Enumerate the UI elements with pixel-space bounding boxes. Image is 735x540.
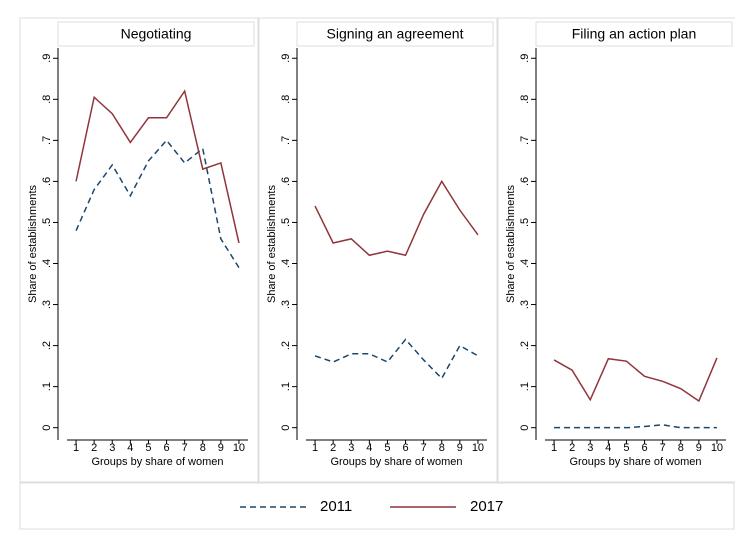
y-tick-label: .5 — [280, 218, 292, 227]
panel — [497, 17, 735, 483]
y-tick-label: .7 — [519, 136, 531, 145]
x-tick-label: 9 — [457, 442, 463, 454]
y-tick-label: 0 — [280, 425, 292, 431]
x-tick-label: 7 — [182, 442, 188, 454]
y-tick-label: .2 — [41, 341, 53, 350]
title-band — [57, 21, 255, 47]
x-tick-label: 2 — [91, 442, 97, 454]
x-tick-label: 4 — [127, 442, 133, 454]
y-tick-label: .7 — [41, 136, 53, 145]
x-tick-label: 3 — [587, 442, 593, 454]
panel — [19, 17, 259, 483]
panel-title: Signing an agreement — [327, 26, 464, 42]
y-tick-label: .4 — [280, 259, 292, 268]
series-line — [75, 139, 240, 269]
series-line — [314, 338, 479, 380]
x-axis-title: Groups by share of women — [569, 456, 701, 468]
x-tick-label: 1 — [551, 442, 557, 454]
y-axis-title: Share of establishments — [266, 184, 278, 303]
x-axis-title: Groups by share of women — [91, 456, 223, 468]
y-tick-label: .8 — [519, 95, 531, 104]
x-tick-label: 4 — [366, 442, 372, 454]
y-tick-label: .8 — [41, 95, 53, 104]
y-axis-title: Share of establishments — [505, 184, 517, 303]
x-tick-label: 9 — [696, 442, 702, 454]
x-tick-label: 7 — [660, 442, 666, 454]
title-band — [535, 21, 733, 47]
series-line — [553, 357, 718, 403]
panel-title: Negotiating — [121, 26, 192, 42]
x-tick-label: 6 — [163, 442, 169, 454]
y-tick-label: 0 — [41, 425, 53, 431]
title-band — [296, 21, 494, 47]
y-tick-label: .1 — [41, 382, 53, 391]
y-tick-label: .6 — [280, 177, 292, 186]
y-tick-label: .4 — [519, 259, 531, 268]
y-tick-label: .6 — [519, 177, 531, 186]
y-tick-label: .6 — [41, 177, 53, 186]
x-tick-label: 1 — [312, 442, 318, 454]
y-tick-label: .3 — [519, 300, 531, 309]
x-tick-label: 10 — [711, 442, 723, 454]
x-tick-label: 5 — [384, 442, 390, 454]
y-tick-label: .2 — [280, 341, 292, 350]
y-tick-label: .8 — [280, 95, 292, 104]
x-tick-label: 6 — [641, 442, 647, 454]
y-tick-label: 0 — [519, 425, 531, 431]
panel-title: Filing an action plan — [572, 26, 697, 42]
x-tick-label: 6 — [402, 442, 408, 454]
x-tick-label: 8 — [200, 442, 206, 454]
series-line — [314, 179, 479, 257]
x-tick-label: 10 — [233, 442, 245, 454]
x-tick-label: 2 — [330, 442, 336, 454]
legend-box — [19, 482, 735, 530]
x-tick-label: 5 — [145, 442, 151, 454]
y-tick-label: .9 — [280, 54, 292, 63]
y-tick-label: .9 — [519, 54, 531, 63]
x-tick-label: 8 — [678, 442, 684, 454]
y-tick-label: .3 — [41, 300, 53, 309]
x-tick-label: 3 — [348, 442, 354, 454]
x-tick-label: 2 — [569, 442, 575, 454]
y-tick-label: .7 — [280, 136, 292, 145]
y-tick-label: .9 — [41, 54, 53, 63]
x-tick-label: 4 — [605, 442, 611, 454]
x-tick-label: 1 — [73, 442, 79, 454]
x-tick-label: 10 — [472, 442, 484, 454]
x-tick-label: 5 — [623, 442, 629, 454]
y-tick-label: .2 — [519, 341, 531, 350]
legend-label: 2011 — [320, 498, 352, 515]
y-tick-label: .1 — [519, 382, 531, 391]
y-tick-label: .1 — [280, 382, 292, 391]
y-axis-title: Share of establishments — [27, 184, 39, 303]
x-tick-label: 8 — [439, 442, 445, 454]
x-tick-label: 3 — [109, 442, 115, 454]
series-line — [75, 89, 240, 244]
x-axis-title: Groups by share of women — [330, 456, 462, 468]
series-line — [554, 424, 717, 429]
y-tick-label: .4 — [41, 259, 53, 268]
y-tick-label: .5 — [41, 218, 53, 227]
x-tick-label: 9 — [218, 442, 224, 454]
legend-label: 2017 — [470, 498, 503, 515]
panel — [258, 17, 498, 483]
x-tick-label: 7 — [421, 442, 427, 454]
y-tick-label: .5 — [519, 218, 531, 227]
y-tick-label: .3 — [280, 300, 292, 309]
